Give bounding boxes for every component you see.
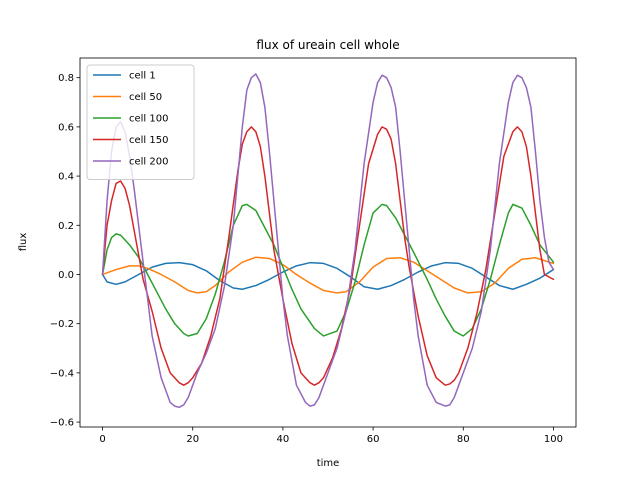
series-line-cell-200: [101, 73, 555, 409]
x-tick-label: 60: [367, 434, 380, 445]
y-axis-label: flux: [18, 233, 29, 252]
x-tick-label: 20: [186, 434, 199, 445]
x-tick-label: 40: [277, 434, 290, 445]
x-axis-label: time: [317, 458, 340, 469]
y-tick-label: 0.8: [58, 73, 74, 84]
legend-label-cell-100: cell 100: [129, 114, 168, 125]
y-tick-label: 0.6: [58, 122, 74, 133]
x-tick-label: 100: [544, 434, 563, 445]
axes-frame: [79, 57, 577, 428]
plot-area: [101, 73, 555, 409]
legend-label-cell-1: cell 1: [129, 71, 156, 82]
legend-label-cell-200: cell 200: [129, 157, 168, 168]
legend-box: [86, 64, 195, 180]
x-tick-label: 0: [99, 434, 105, 445]
axes: 0 20 40 60 80 100 −0.6 −0.4 −0.2 0.0 0.2 0.4 0.6 0.8: [50, 57, 577, 445]
y-tick-label: 0.2: [58, 221, 74, 232]
y-tick-label: 0.0: [58, 270, 74, 281]
y-tick-label: −0.4: [50, 368, 74, 379]
legend-label-cell-150: cell 150: [129, 135, 168, 146]
legend: cell 1 cell 50 cell 100 cell 150 cell 200: [86, 64, 195, 180]
x-tick-label: 80: [457, 434, 470, 445]
series-line-cell-50: [101, 256, 555, 294]
y-tick-label: −0.2: [50, 319, 74, 330]
y-tick-label: −0.6: [50, 418, 74, 429]
series-line-cell-150: [101, 126, 555, 386]
series-line-cell-1: [101, 261, 555, 290]
chart-title: flux of ureain cell whole: [256, 38, 399, 52]
legend-label-cell-50: cell 50: [129, 92, 162, 103]
y-tick-label: 0.4: [58, 172, 74, 183]
